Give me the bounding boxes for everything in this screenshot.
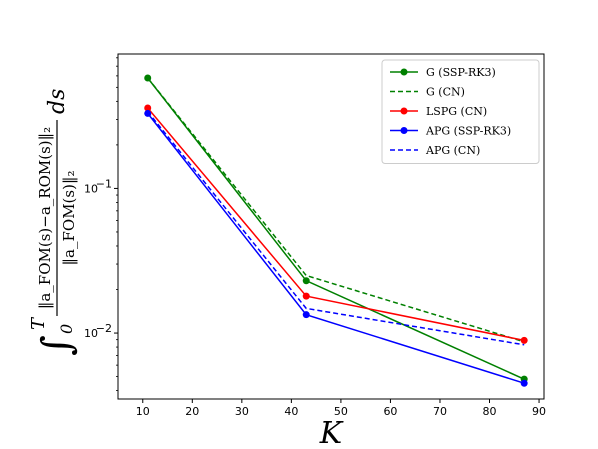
legend-box — [381, 59, 540, 164]
y-axis-label: ∫0T ‖a_FOM(s)−a_ROM(s)‖₂ ‖a_FOM(s)‖₂ ds — [28, 89, 80, 356]
y-tick-label: 10 — [84, 182, 98, 195]
y-label-numerator: ‖a_FOM(s)−a_ROM(s)‖₂ — [36, 127, 54, 309]
y-label-lower: 0 — [57, 324, 76, 334]
data-point — [302, 311, 310, 319]
legend-label: G (CN) — [426, 86, 465, 99]
legend-marker — [400, 68, 408, 76]
legend-label: APG (SSP-RK3) — [425, 125, 511, 138]
y-label-upper: T — [28, 316, 49, 330]
data-point — [302, 292, 310, 300]
y-label-integral: ∫ — [34, 335, 80, 356]
y-axis-label-group: ∫0T ‖a_FOM(s)−a_ROM(s)‖₂ ‖a_FOM(s)‖₂ ds — [28, 89, 80, 356]
y-tick-label: 10 — [84, 327, 98, 340]
x-tick-label: 20 — [185, 405, 199, 418]
y-tick-exponent: −2 — [96, 322, 112, 335]
legend-marker — [400, 107, 408, 115]
x-tick-label: 80 — [483, 405, 497, 418]
y-tick-exponent: −1 — [96, 177, 112, 190]
data-point — [302, 277, 310, 285]
x-tick-label: 60 — [383, 405, 397, 418]
series-line — [147, 77, 525, 343]
y-label-ds: ds — [45, 89, 70, 114]
y-label-denominator: ‖a_FOM(s)‖₂ — [60, 171, 78, 266]
legend-label: G (SSP-RK3) — [426, 66, 496, 79]
x-tick-label: 50 — [334, 405, 348, 418]
legend-label: APG (CN) — [425, 144, 480, 157]
data-point — [144, 109, 152, 117]
data-point — [520, 379, 528, 387]
x-tick-label: 90 — [532, 405, 546, 418]
x-axis-label: K — [319, 416, 344, 449]
data-point — [144, 104, 152, 112]
x-tick-label: 70 — [433, 405, 447, 418]
legend-marker — [400, 127, 408, 134]
series-line — [147, 111, 525, 346]
plot-frame — [117, 53, 545, 400]
data-point — [520, 336, 528, 344]
x-tick-label: 10 — [136, 405, 150, 418]
series-layer — [144, 74, 528, 387]
x-tick-label: 40 — [284, 405, 298, 418]
legend: G (SSP-RK3) G (CN) LSPG (CN) APG (SSP-RK3) A… — [381, 59, 540, 164]
legend-label: LSPG (CN) — [426, 105, 487, 118]
x-tick-label: 30 — [235, 405, 249, 418]
